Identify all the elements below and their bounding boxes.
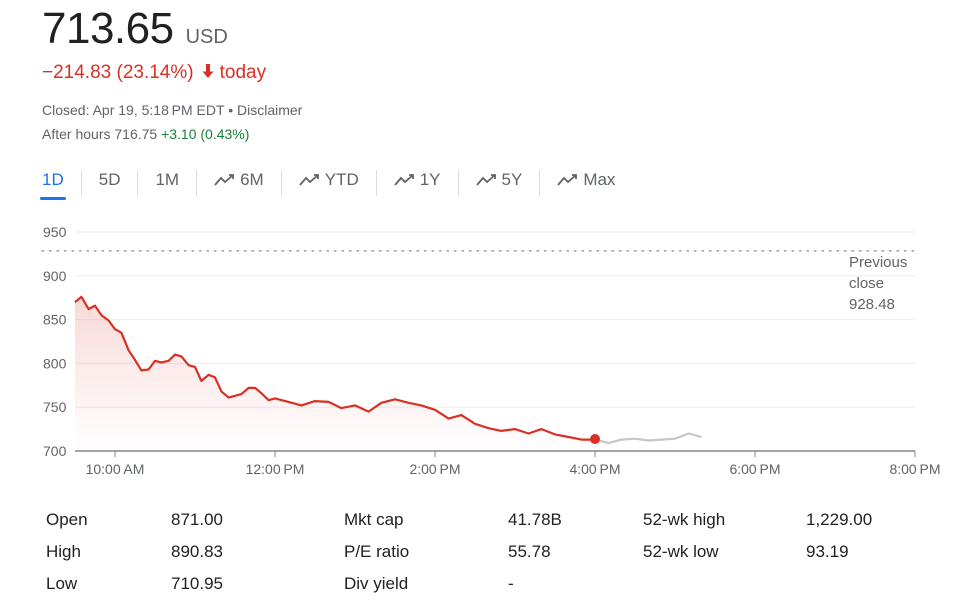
tab-label: 5D — [98, 170, 121, 189]
stat-value: 55.78 — [508, 542, 551, 561]
tab-5y[interactable]: 5Y — [475, 170, 523, 200]
tab-6m[interactable]: 6M — [214, 170, 264, 200]
stat-value: 871.00 — [171, 510, 223, 529]
stat-value: 1,229.00 — [806, 510, 873, 529]
trend-icon — [475, 174, 496, 186]
tab-divider — [457, 170, 459, 196]
previous-close-label: 928.48 — [849, 296, 895, 313]
tab-1y[interactable]: 1Y — [394, 170, 441, 200]
previous-close-label: Previous — [849, 254, 907, 271]
tab-label: YTD — [324, 170, 359, 189]
tab-max[interactable]: Max — [557, 170, 615, 200]
trend-icon — [394, 174, 414, 186]
price-chart: 950 900 850 800 750 700 10:00 AM 12:00 PM 2:00 P… — [41, 224, 941, 477]
tab-label: 6M — [240, 170, 264, 189]
y-tick-label: 750 — [43, 399, 67, 415]
tab-divider — [375, 170, 377, 196]
x-tick-label: 4:00 PM — [569, 461, 620, 477]
tab-label: 5Y — [501, 170, 523, 189]
arrow-down-icon — [202, 63, 214, 83]
stat-label: Mkt cap — [344, 510, 404, 529]
current-price: 713.65 — [42, 4, 174, 53]
after-hours-info: After hours 716.75 +3.10 (0.43%) — [42, 126, 249, 142]
stat-label: High — [46, 542, 81, 561]
stat-value: - — [508, 574, 514, 593]
stat-value: 41.78B — [508, 510, 562, 529]
close-marker — [590, 434, 600, 445]
x-tick-label: 2:00 PM — [409, 461, 460, 477]
trend-icon — [214, 174, 234, 186]
after-hours-change: +3.10 (0.43%) — [161, 126, 250, 142]
price-header: 713.65 USD — [42, 4, 228, 54]
y-tick-label: 950 — [43, 224, 67, 240]
trend-icon — [299, 174, 319, 186]
regular-session-line — [74, 295, 595, 441]
tab-label: 1D — [42, 170, 64, 189]
y-tick-label: 700 — [43, 443, 67, 459]
after-hours-label: After hours 716.75 — [42, 126, 158, 142]
stat-label: Div yield — [344, 574, 409, 593]
stat-value: 93.19 — [806, 542, 849, 561]
tab-ytd[interactable]: YTD — [299, 170, 359, 200]
after-hours-line — [594, 432, 702, 445]
x-tick-label: 6:00 PM — [729, 461, 780, 477]
tab-divider — [196, 170, 198, 196]
y-tick-label: 850 — [43, 312, 67, 328]
tab-label: 1M — [155, 170, 180, 189]
stat-label: Low — [46, 574, 78, 593]
x-tick-label: 12:00 PM — [246, 461, 305, 477]
stat-label: P/E ratio — [344, 542, 410, 561]
currency-label: USD — [185, 26, 228, 48]
tab-divider — [539, 170, 541, 196]
stat-label: 52-wk high — [643, 510, 726, 529]
closed-text[interactable]: Closed: Apr 19, 5:18 PM EDT • Disclaimer — [42, 102, 303, 118]
change-value: −214.83 (23.14%) — [42, 62, 194, 83]
tab-divider — [137, 170, 139, 196]
range-tabs: 1D 5D 1M 6M YTD 1Y 5Y Max — [40, 170, 615, 200]
price-area-fill — [75, 296, 595, 451]
tab-1d[interactable]: 1D — [40, 170, 66, 200]
tab-5d[interactable]: 5D — [99, 170, 121, 200]
tab-1m[interactable]: 1M — [155, 170, 179, 200]
y-tick-label: 800 — [43, 355, 67, 371]
stat-label: 52-wk low — [643, 542, 719, 561]
previous-close-label: close — [849, 275, 884, 292]
daily-change: −214.83 (23.14%) today — [42, 62, 266, 84]
trend-icon — [557, 174, 578, 186]
y-tick-label: 900 — [43, 268, 67, 284]
stat-label: Open — [46, 510, 88, 529]
tab-label: Max — [583, 170, 616, 189]
stat-value: 890.83 — [171, 542, 223, 561]
market-closed-info: Closed: Apr 19, 5:18 PM EDT • Disclaimer — [42, 102, 302, 118]
stat-value: 710.95 — [171, 574, 223, 593]
x-tick-label: 8:00 PM — [889, 461, 940, 477]
tab-label: 1Y — [419, 170, 441, 189]
tab-divider — [280, 170, 282, 196]
tab-divider — [80, 170, 82, 196]
change-suffix: today — [219, 62, 267, 83]
x-tick-label: 10:00 AM — [86, 461, 145, 477]
